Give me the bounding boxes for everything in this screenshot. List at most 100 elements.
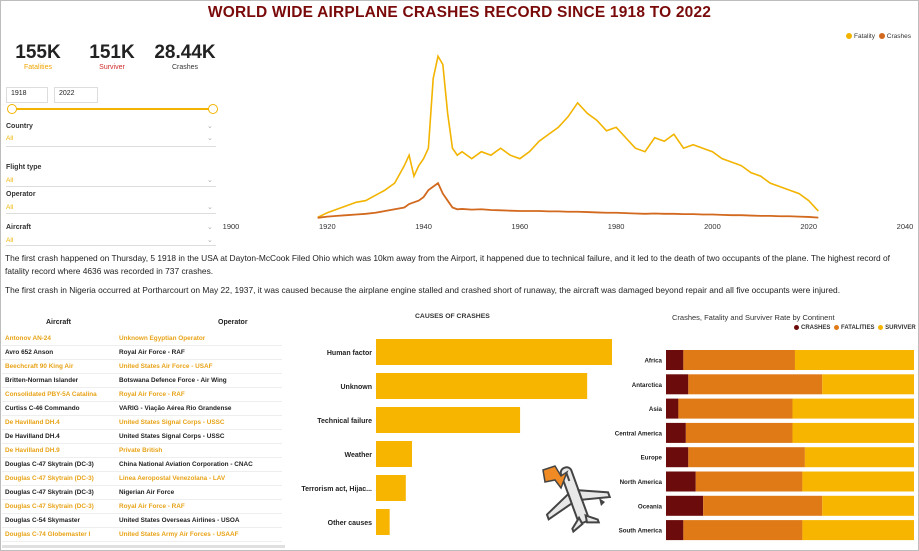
table-row[interactable]: Douglas C-47 Skytrain (DC-3) Royal Air Fo… (2, 499, 282, 514)
table-cell-operator: United States Air Force - USAF (116, 359, 282, 374)
table-cell-aircraft: Douglas C-47 Skytrain (DC-3) (2, 499, 116, 514)
kpi-crashes-label: Crashes (171, 64, 199, 71)
continent-segment-surviver (794, 350, 914, 370)
table-cell-aircraft: Douglas C-74 Globemaster I (2, 527, 116, 542)
continent-chart-title: Crashes, Fatality and Surviver Rate by C… (672, 313, 835, 322)
legend-dot (878, 325, 884, 330)
continent-segment-crashes (666, 471, 696, 492)
table-row[interactable]: Douglas C-47 Skytrain (DC-3) China Nation… (2, 457, 282, 472)
chevron-down-icon[interactable]: ⌄ (207, 204, 213, 211)
x-tick-label: 1920 (319, 222, 336, 231)
table-row[interactable]: Antonov AN-24 Unknown Egyptian Operator (2, 332, 282, 346)
slicer-divider (6, 245, 216, 246)
x-tick-label: 1980 (608, 222, 625, 231)
table-horizontal-scrollbar[interactable] (2, 545, 285, 548)
cause-bar (376, 373, 588, 399)
table-row[interactable]: Avro 652 Anson Royal Air Force - RAF (2, 345, 282, 360)
table-row[interactable]: Douglas C-54 Skymaster United States Over… (2, 513, 282, 528)
chevron-down-icon[interactable]: ⌄ (207, 177, 213, 184)
continent-segment-surviver (822, 374, 914, 395)
continent-segment-fatalities (678, 398, 793, 419)
continent-segment-surviver (822, 495, 914, 516)
chevron-down-icon[interactable]: ⌄ (207, 237, 213, 244)
table-cell-aircraft: Douglas C-54 Skymaster (2, 513, 116, 528)
continent-segment-crashes (666, 374, 689, 395)
cause-bar (376, 441, 413, 467)
kpi-fatalities-value: 155K (15, 42, 61, 63)
table-header-aircraft[interactable]: Aircraft (46, 319, 71, 326)
cause-label: Human factor (327, 350, 372, 357)
continent-segment-crashes (666, 398, 679, 419)
country-slicer-label: Country (6, 123, 33, 130)
table-row[interactable]: Douglas C-47 Skytrain (DC-3) Nigerian Air… (2, 485, 282, 500)
x-tick-label: 2020 (800, 222, 817, 231)
kpi-fatalities-label: Fatalities (23, 64, 52, 71)
table-cell-aircraft: Douglas C-47 Skytrain (DC-3) (2, 471, 116, 486)
year-to-input[interactable]: 2022 (54, 87, 98, 103)
legend-crashes-label: Crashes (886, 33, 911, 40)
table-cell-aircraft: Beechcraft 90 King Air (2, 359, 116, 374)
table-row[interactable]: Britten-Norman Islander Botswana Defence … (2, 373, 282, 388)
continent-label: Africa (644, 358, 662, 365)
chevron-down-icon[interactable]: ⌄ (207, 123, 213, 130)
table-cell-operator: United States Overseas Airlines - USOA (116, 513, 282, 528)
table-row[interactable]: De Havilland DH.9 Private British (2, 443, 282, 458)
table-cell-operator: Royal Air Force - RAF (116, 499, 282, 514)
continent-label: Asia (649, 406, 663, 413)
operator-slicer-value[interactable]: All (6, 204, 14, 211)
table-row[interactable]: Douglas C-47 Skytrain (DC-3) Linea Aeropo… (2, 471, 282, 486)
continent-label: Central America (615, 430, 663, 437)
line-chart-legend: Fatality Crashes (846, 33, 911, 40)
table-cell-aircraft: Antonov AN-24 (2, 332, 116, 346)
kpi-surviver-value: 151K (89, 42, 135, 63)
x-tick-label: 2040 (897, 222, 914, 231)
year-from-input[interactable]: 1918 (6, 87, 48, 103)
table-row[interactable]: Douglas C-74 Globemaster I United States … (2, 527, 282, 542)
story-paragraph-2: The first crash in Nigeria occurred at P… (5, 285, 841, 295)
continent-segment-fatalities (703, 495, 823, 516)
chevron-down-icon[interactable]: ⌄ (207, 224, 213, 231)
table-cell-aircraft: De Havilland DH.4 (2, 415, 116, 430)
table-row[interactable]: Consolidated PBY-5A Catalina Royal Air Fo… (2, 387, 282, 402)
slicer-divider (6, 213, 216, 214)
aircraft-operator-table: Aircraft Operator Antonov AN-24 Unknown E… (2, 314, 285, 544)
continent-chart-legend: CRASHES FATALITIES SURVIVER (794, 325, 916, 331)
continent-segment-surviver (792, 398, 914, 419)
continent-segment-crashes (666, 422, 686, 443)
cause-bar (376, 339, 612, 365)
slicer-divider (6, 146, 216, 147)
chevron-down-icon[interactable]: ⌄ (207, 135, 213, 142)
year-slider-end-handle[interactable] (208, 104, 218, 114)
table-row[interactable]: De Havilland DH.4 United States Signal Co… (2, 429, 282, 444)
table-cell-operator: VARIG - Viação Aérea Rio Grandense (116, 401, 282, 416)
table-header-operator[interactable]: Operator (218, 319, 248, 326)
page-title: WORLD WIDE AIRPLANE CRASHES RECORD SINCE… (207, 4, 712, 21)
continent-segment-fatalities (683, 350, 795, 370)
aircraft-slicer-value[interactable]: All (6, 237, 14, 244)
year-slider-start-handle[interactable] (7, 104, 17, 114)
table-row[interactable]: De Havilland DH.4 United States Signal Co… (2, 415, 282, 430)
cause-label: Weather (345, 452, 373, 459)
table-cell-operator: Botswana Defence Force - Air Wing (116, 373, 282, 388)
slicer-divider (6, 186, 216, 187)
table-row[interactable]: Beechcraft 90 King Air United States Air … (2, 359, 282, 374)
country-slicer-value[interactable]: All (6, 135, 14, 142)
table-cell-operator: United States Signal Corps - USSC (116, 429, 282, 444)
cause-bar (376, 475, 406, 501)
continent-segment-crashes (666, 447, 689, 468)
table-cell-operator: Unknown Egyptian Operator (116, 332, 282, 346)
table-row[interactable]: Curtiss C-46 Commando VARIG - Viação Aére… (2, 401, 282, 416)
legend-fatality-label: Fatality (854, 33, 875, 40)
table-cell-aircraft: Avro 652 Anson (2, 345, 116, 360)
x-tick-label: 1900 (223, 222, 240, 231)
table-cell-aircraft: Douglas C-47 Skytrain (DC-3) (2, 457, 116, 472)
flight-type-slicer-value[interactable]: All (6, 177, 14, 184)
continent-label: Oceania (638, 503, 663, 510)
series-line-fatality (317, 54, 819, 219)
story-paragraph-1: The first crash happened on Thursday, 5 … (5, 253, 891, 276)
cause-label: Technical failure (317, 418, 372, 425)
year-slider-track[interactable] (12, 108, 212, 110)
table-cell-operator: China National Aviation Corporation - CN… (116, 457, 282, 472)
continent-label: Antarctica (632, 382, 663, 389)
table-cell-operator: Private British (116, 443, 282, 458)
